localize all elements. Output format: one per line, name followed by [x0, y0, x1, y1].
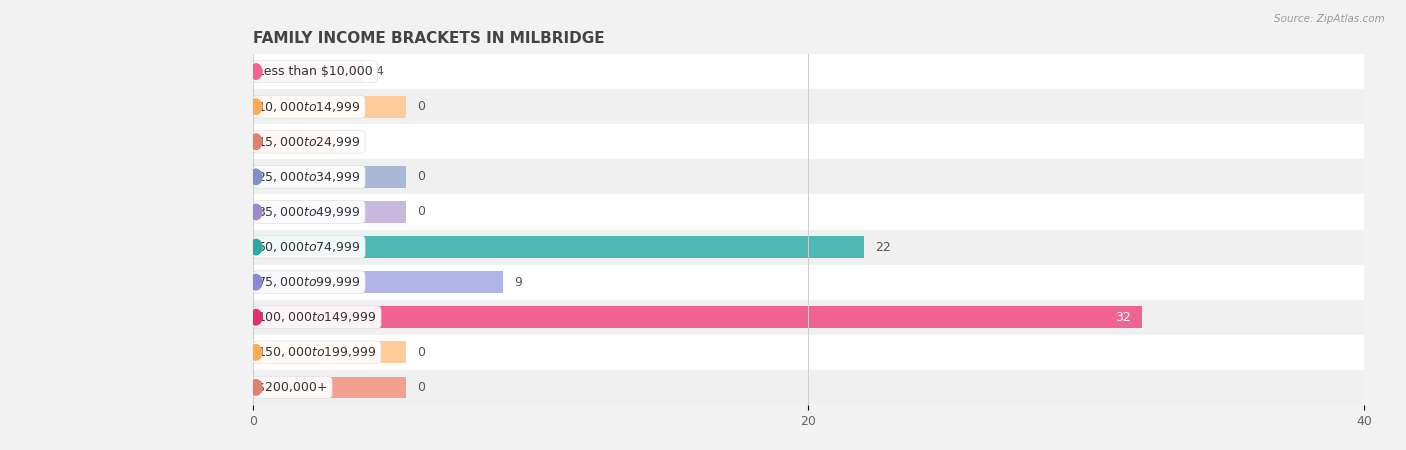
Bar: [253, 236, 863, 258]
Bar: [253, 124, 1364, 159]
Bar: [253, 377, 406, 398]
Bar: [253, 201, 406, 223]
Circle shape: [250, 134, 262, 149]
Text: $35,000 to $49,999: $35,000 to $49,999: [257, 205, 361, 219]
Text: 0: 0: [418, 206, 425, 218]
Bar: [253, 230, 1364, 265]
Text: 3: 3: [347, 135, 356, 148]
Text: $75,000 to $99,999: $75,000 to $99,999: [257, 275, 361, 289]
Text: $200,000+: $200,000+: [257, 381, 328, 394]
Bar: [253, 306, 1142, 328]
Circle shape: [250, 310, 262, 325]
Bar: [253, 166, 406, 188]
Circle shape: [250, 380, 262, 395]
Text: $50,000 to $74,999: $50,000 to $74,999: [257, 240, 361, 254]
Text: $15,000 to $24,999: $15,000 to $24,999: [257, 135, 361, 149]
Bar: [253, 370, 1364, 405]
Bar: [253, 342, 406, 363]
Text: 22: 22: [875, 241, 891, 253]
Bar: [253, 54, 1364, 89]
Bar: [253, 265, 1364, 300]
Text: $10,000 to $14,999: $10,000 to $14,999: [257, 99, 361, 114]
Bar: [253, 61, 364, 82]
Text: $25,000 to $34,999: $25,000 to $34,999: [257, 170, 361, 184]
Text: Source: ZipAtlas.com: Source: ZipAtlas.com: [1274, 14, 1385, 23]
Bar: [253, 194, 1364, 230]
Bar: [253, 335, 1364, 370]
Circle shape: [250, 204, 262, 220]
Text: $100,000 to $149,999: $100,000 to $149,999: [257, 310, 377, 324]
Bar: [253, 131, 336, 153]
Text: 0: 0: [418, 100, 425, 113]
Bar: [253, 96, 406, 117]
Text: $150,000 to $199,999: $150,000 to $199,999: [257, 345, 377, 360]
Text: 0: 0: [418, 171, 425, 183]
Circle shape: [250, 99, 262, 114]
Circle shape: [250, 239, 262, 255]
Text: 32: 32: [1115, 311, 1130, 324]
Circle shape: [250, 64, 262, 79]
Circle shape: [250, 345, 262, 360]
Bar: [253, 159, 1364, 194]
Text: 0: 0: [418, 381, 425, 394]
Bar: [253, 271, 503, 293]
Circle shape: [250, 169, 262, 184]
Text: 9: 9: [515, 276, 522, 288]
Text: 0: 0: [418, 346, 425, 359]
Circle shape: [250, 274, 262, 290]
Bar: [253, 300, 1364, 335]
Bar: [253, 89, 1364, 124]
Text: 4: 4: [375, 65, 384, 78]
Text: FAMILY INCOME BRACKETS IN MILBRIDGE: FAMILY INCOME BRACKETS IN MILBRIDGE: [253, 31, 605, 46]
Text: Less than $10,000: Less than $10,000: [257, 65, 373, 78]
